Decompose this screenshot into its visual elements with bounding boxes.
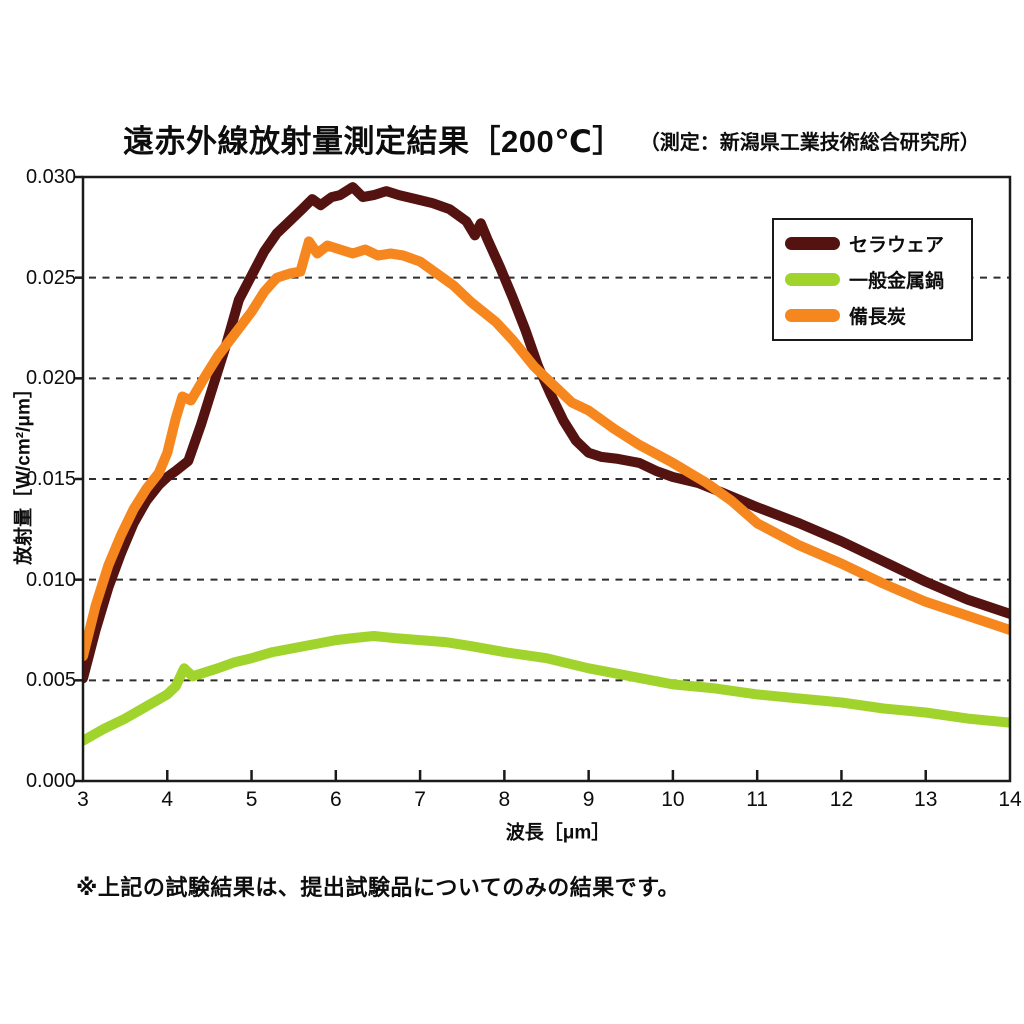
x-tick-label: 3 — [77, 788, 89, 811]
footnote: ※上記の試験結果は、提出試験品についてのみの結果です。 — [76, 875, 681, 900]
chart-title: 遠赤外線放射量測定結果［200℃］ — [123, 124, 624, 159]
binchotan-line-swatch-icon — [785, 308, 840, 322]
chart-subtitle: （測定：新潟県工業技術総合研究所） — [639, 132, 980, 154]
x-tick-label: 12 — [829, 788, 854, 811]
metal-pot-line-swatch-icon — [785, 272, 840, 286]
x-tick-label: 7 — [414, 788, 426, 811]
legend-item-binchotan: 備長炭 — [785, 302, 971, 329]
ceraware-line-swatch-icon — [785, 237, 840, 251]
y-tick-label: 0.025 — [25, 266, 76, 289]
x-tick-label: 10 — [661, 788, 685, 811]
chart-header: 遠赤外線放射量測定結果［200℃］ （測定：新潟県工業技術総合研究所） — [123, 116, 980, 161]
x-tick-label: 8 — [498, 788, 511, 811]
legend-label-metal-pot: 一般金属鍋 — [849, 270, 945, 292]
plot-canvas — [75, 175, 1012, 783]
legend: セラウェア 一般金属鍋 備長炭 — [772, 218, 973, 341]
x-tick-label: 13 — [914, 788, 938, 811]
x-tick-label: 4 — [161, 788, 174, 811]
y-tick-label: 0.005 — [25, 669, 76, 692]
y-tick-label: 0.000 — [25, 770, 76, 792]
x-tick-label: 6 — [329, 788, 342, 811]
x-tick-label: 5 — [245, 788, 258, 811]
legend-item-ceraware: セラウェア — [785, 230, 971, 257]
legend-label-binchotan: 備長炭 — [849, 306, 907, 328]
y-tick-label: 0.020 — [25, 367, 76, 390]
y-axis-tick-labels: 0.000 0.005 0.010 0.015 0.020 0.025 0.030 — [0, 0, 76, 1024]
legend-label-ceraware: セラウェア — [849, 235, 945, 257]
y-tick-label: 0.030 — [25, 166, 76, 188]
x-axis-title: 波長［μm］ — [505, 822, 611, 844]
plot-border — [81, 175, 1012, 783]
y-tick-label: 0.015 — [25, 468, 76, 490]
x-tick-label: 14 — [998, 788, 1022, 811]
legend-item-metal-pot: 一般金属鍋 — [785, 266, 971, 293]
plot-area — [75, 175, 1012, 783]
x-tick-label: 11 — [746, 788, 769, 811]
series-binchotan-line — [83, 236, 1010, 662]
series-metal-pot-line — [83, 631, 1010, 746]
x-tick-label: 9 — [582, 788, 595, 811]
x-axis-tick-labels: 3 4 5 6 7 8 9 10 11 12 13 14 — [0, 788, 1024, 814]
series-ceraware-line — [83, 182, 1010, 684]
y-tick-label: 0.010 — [25, 568, 76, 591]
